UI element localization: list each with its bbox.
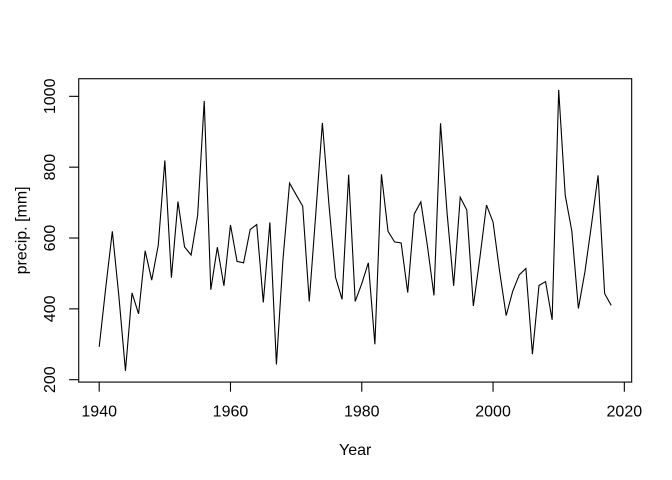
- svg-text:1960: 1960: [213, 404, 249, 421]
- svg-text:600: 600: [42, 225, 59, 252]
- svg-text:Year: Year: [339, 442, 372, 459]
- svg-text:400: 400: [42, 295, 59, 322]
- svg-text:1000: 1000: [42, 78, 59, 114]
- svg-text:800: 800: [42, 154, 59, 181]
- svg-text:200: 200: [42, 366, 59, 393]
- svg-text:1980: 1980: [344, 404, 380, 421]
- svg-text:precip. [mm]: precip. [mm]: [14, 186, 31, 274]
- svg-text:1940: 1940: [81, 404, 117, 421]
- svg-text:2020: 2020: [607, 404, 643, 421]
- svg-text:2000: 2000: [475, 404, 511, 421]
